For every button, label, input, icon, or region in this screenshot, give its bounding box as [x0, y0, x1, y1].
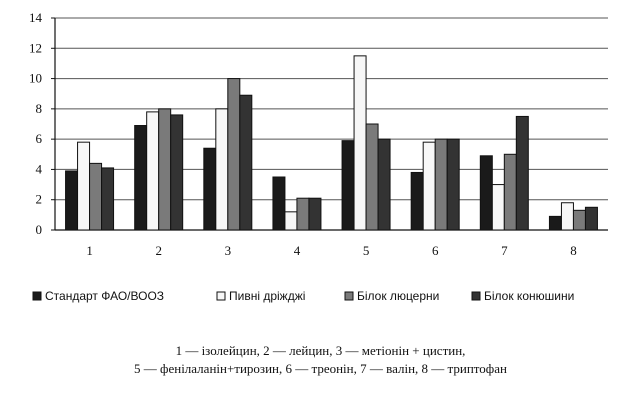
bar-cat8-series1: [548, 215, 562, 231]
y-tick-label: 6: [36, 131, 43, 146]
x-tick-label: 8: [570, 243, 577, 258]
legend-label: Пивні дріжджі: [229, 289, 305, 303]
bar-cat4-series1: [272, 176, 286, 231]
bar-cat5-series3: [365, 123, 379, 231]
caption-line-1: 1 — ізолейцин, 2 — лейцин, 3 — метіонін …: [175, 343, 466, 358]
bar-cat1-series2: [77, 141, 91, 231]
legend-swatch: [216, 291, 226, 301]
x-tick-label: 1: [86, 243, 93, 258]
bar-cat8-series2: [560, 202, 574, 231]
x-tick-labels: 1 2 3 4 5 6 7 8: [86, 243, 576, 258]
y-tick-label: 10: [29, 71, 42, 86]
y-tick-label: 14: [29, 10, 43, 25]
x-tick-label: 5: [363, 243, 370, 258]
bar-cat3-series1: [203, 147, 217, 231]
bar-cat7-series4: [515, 115, 529, 231]
bar-cat2-series3: [158, 108, 172, 231]
x-tick-label: 6: [432, 243, 439, 258]
bar-cat6-series2: [422, 141, 436, 231]
legend-label: Білок люцерни: [357, 289, 439, 303]
y-tick-label: 8: [36, 101, 43, 116]
bar-cat7-series1: [479, 155, 493, 231]
legend-label: Стандарт ФАО/ВООЗ: [45, 289, 164, 303]
legend-swatch: [471, 291, 481, 301]
y-tick-label: 0: [36, 222, 43, 237]
bar-cat6-series1: [410, 171, 424, 231]
legend-swatch: [32, 291, 42, 301]
bar-cat7-series2: [491, 184, 505, 231]
bar-cat4-series4: [308, 197, 322, 231]
bar-cat3-series2: [215, 108, 229, 231]
bar-cat4-series2: [284, 211, 298, 231]
y-tick-label: 2: [36, 192, 43, 207]
bar-cat3-series4: [239, 94, 253, 231]
bar-cat8-series4: [584, 206, 598, 231]
bar-cat2-series2: [146, 111, 160, 231]
bar-cat2-series4: [170, 114, 184, 231]
bar-cat5-series4: [377, 138, 391, 231]
x-tick-label: 2: [155, 243, 162, 258]
legend: Стандарт ФАО/ВООЗ Пивні дріжджі Білок люце…: [32, 289, 574, 303]
bar-cat1-series3: [89, 162, 103, 231]
caption-line-2: 5 — фенілаланін+тирозин, 6 — треонін, 7 …: [134, 361, 507, 376]
bar-cat2-series1: [134, 125, 148, 231]
bar-cat1-series1: [65, 170, 79, 231]
bar-cat1-series4: [101, 167, 115, 231]
y-tick-label: 12: [29, 40, 42, 55]
legend-label: Білок конюшини: [484, 289, 574, 303]
x-tick-label: 4: [294, 243, 301, 258]
legend-swatch: [344, 291, 354, 301]
x-tick-label: 3: [225, 243, 232, 258]
bar-cat4-series3: [296, 197, 310, 231]
y-tick-labels: 0 2 4 6 8 10 12 14: [29, 10, 43, 237]
bars: [65, 55, 598, 231]
bar-cat6-series3: [434, 138, 448, 231]
x-tick-label: 7: [501, 243, 508, 258]
bar-cat3-series3: [227, 78, 241, 231]
bar-cat8-series3: [572, 209, 586, 231]
y-tick-label: 4: [36, 161, 43, 176]
bar-cat7-series3: [503, 153, 517, 231]
bar-cat5-series1: [341, 140, 355, 231]
bar-cat6-series4: [446, 138, 460, 231]
bar-cat5-series2: [353, 55, 367, 231]
